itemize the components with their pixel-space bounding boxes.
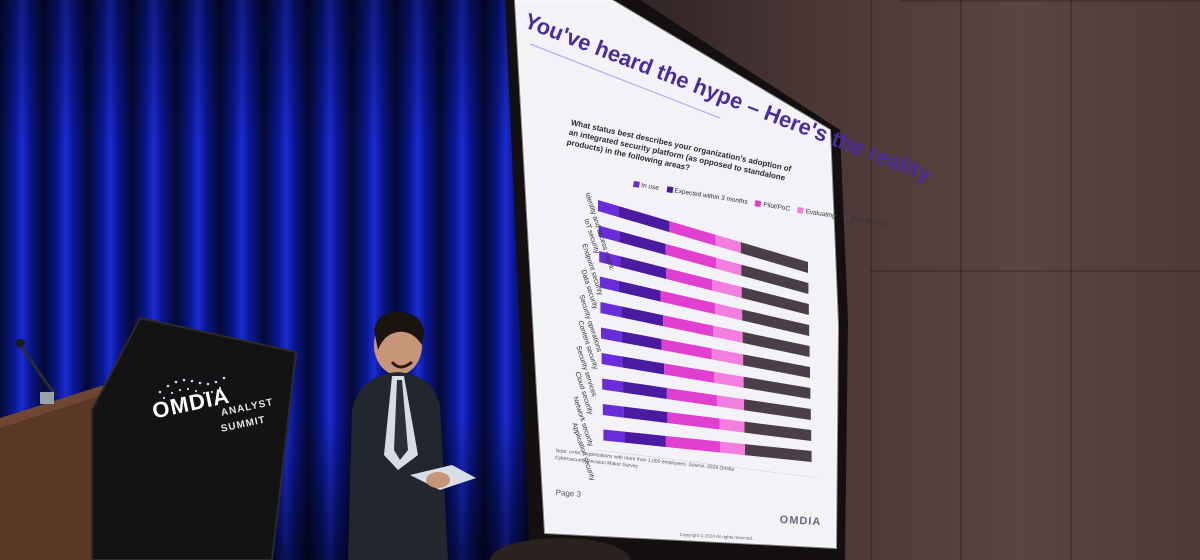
bar-segment [743, 376, 811, 399]
bar-segment [624, 431, 666, 447]
bar-segment [719, 418, 745, 433]
bar-segment [618, 280, 661, 302]
bar-segment [619, 231, 666, 255]
bar-segment [711, 348, 744, 366]
bar-segment [712, 279, 742, 299]
bar-segment [667, 412, 720, 430]
bar-segment [621, 306, 664, 327]
bar-segment [716, 257, 742, 276]
bar-segment [598, 200, 619, 218]
bar-segment [743, 354, 810, 378]
bar-segment [623, 381, 667, 399]
bar-segment [716, 395, 745, 411]
bar-segment [714, 303, 743, 321]
stacked-bar-chart [598, 200, 812, 462]
bar-segment [741, 264, 809, 294]
bar-segment [661, 338, 712, 360]
podium-sign [92, 318, 296, 560]
bar-segment [663, 315, 714, 337]
bar-segment [601, 327, 622, 343]
bar-segment [666, 387, 717, 407]
bar-segment [619, 206, 670, 233]
bar-segment [623, 406, 668, 424]
bar-segment [740, 242, 808, 273]
bar-segment [715, 234, 741, 254]
bar-segment [742, 331, 810, 357]
bar-segment [719, 441, 745, 456]
bar-segment [599, 276, 619, 292]
bar-segment [744, 421, 812, 441]
bar-segment [742, 309, 810, 336]
bar-segment [598, 225, 620, 243]
bar-segment [664, 363, 715, 383]
bar-segment [620, 256, 667, 279]
speaker [348, 311, 476, 560]
bar-segment [744, 444, 812, 462]
bar-segment [665, 435, 720, 453]
bar-segment [602, 404, 624, 418]
bar-segment [741, 287, 809, 315]
bar-segment [622, 356, 665, 375]
bar-segment [714, 371, 744, 388]
bar-segment [599, 251, 621, 268]
microphone-icon [15, 339, 57, 396]
bar-segment [713, 325, 743, 343]
bar-segment [600, 302, 622, 318]
bar-segment [666, 267, 713, 291]
bar-segment [744, 399, 811, 420]
bar-segment [621, 331, 662, 350]
bar-segment [601, 353, 623, 368]
bar-segment [660, 290, 715, 315]
bar-segment [665, 243, 717, 269]
omdia-wave-logo-icon [158, 376, 226, 400]
bar-segment [602, 378, 624, 393]
bar-segment [603, 429, 625, 443]
audience-head [490, 538, 630, 560]
bar-segment [669, 221, 716, 246]
